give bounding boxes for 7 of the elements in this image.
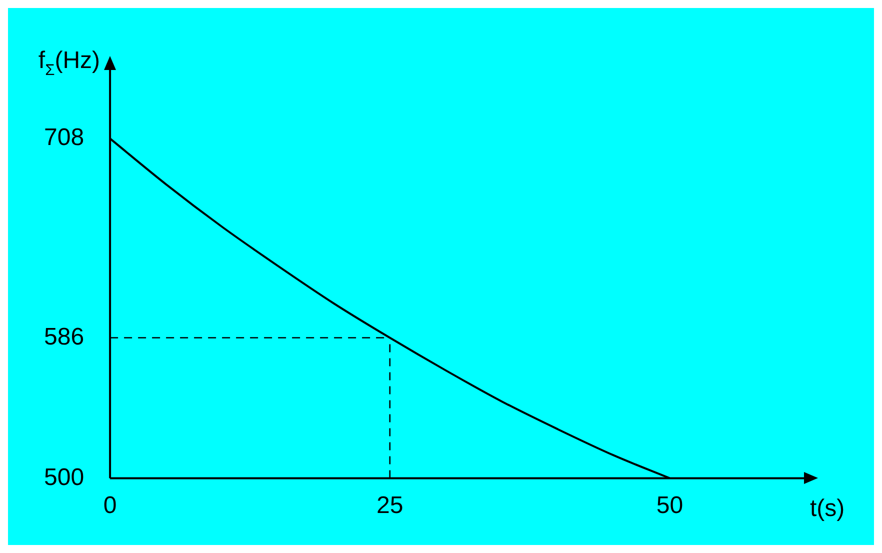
x-tick-label: 25 — [376, 492, 404, 520]
x-tick-label: 50 — [656, 492, 684, 520]
y-tick-label: 708 — [44, 124, 84, 152]
y-tick-label: 586 — [44, 323, 84, 350]
x-tick-label: 0 — [103, 492, 117, 520]
y-tick-label: 500 — [44, 464, 84, 491]
x-axis-title: t(s) — [810, 495, 845, 522]
